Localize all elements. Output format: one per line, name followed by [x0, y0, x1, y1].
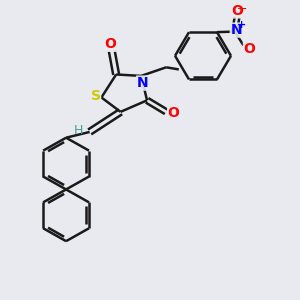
Text: N: N — [136, 76, 148, 90]
Text: O: O — [231, 4, 243, 18]
Text: O: O — [104, 37, 116, 51]
Text: O: O — [168, 106, 179, 120]
Text: N: N — [230, 23, 242, 37]
Text: +: + — [236, 20, 246, 30]
Text: O: O — [243, 42, 255, 56]
Text: −: − — [237, 3, 247, 16]
Text: H: H — [74, 124, 83, 137]
Text: S: S — [91, 89, 100, 103]
